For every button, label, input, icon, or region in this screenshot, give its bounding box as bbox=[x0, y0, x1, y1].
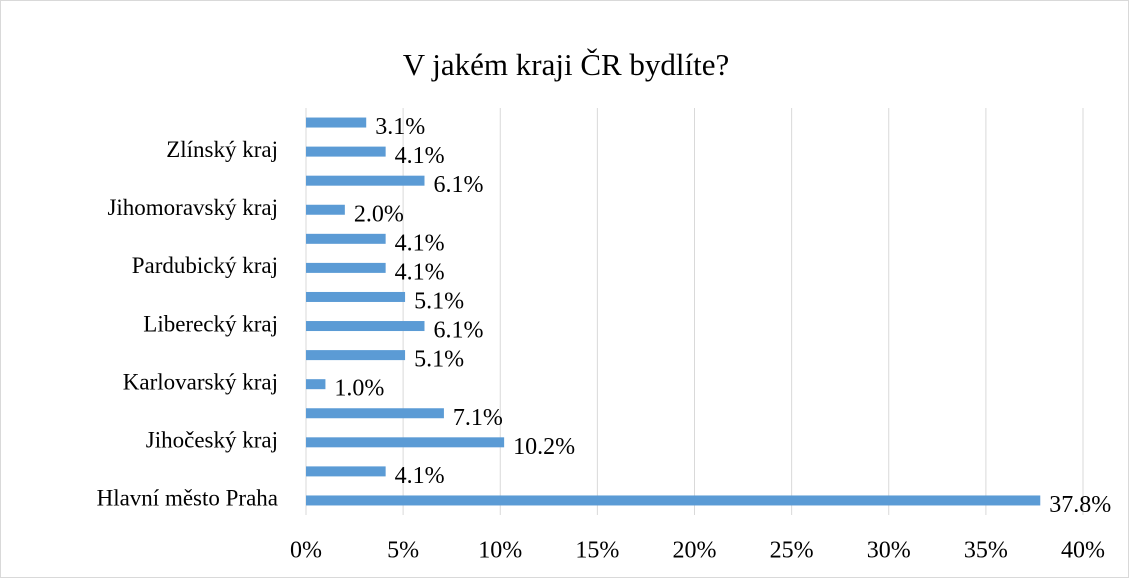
x-tick-label: 40% bbox=[1061, 538, 1105, 564]
bar bbox=[306, 379, 326, 390]
y-tick-label: Zlínský kraj bbox=[166, 137, 278, 162]
bar bbox=[306, 291, 406, 302]
value-label: 2.0% bbox=[354, 201, 404, 227]
bar bbox=[306, 175, 425, 186]
value-label: 4.1% bbox=[395, 259, 445, 285]
value-label: 7.1% bbox=[453, 405, 503, 431]
x-tick-label: 10% bbox=[478, 538, 522, 564]
y-tick-label: Hlavní město Praha bbox=[97, 486, 278, 511]
bar bbox=[306, 495, 1041, 506]
x-tick-label: 5% bbox=[387, 538, 419, 564]
bar bbox=[306, 117, 367, 128]
value-label: 4.1% bbox=[395, 143, 445, 169]
y-tick-label: Jihočeský kraj bbox=[146, 428, 278, 453]
bar bbox=[306, 146, 386, 157]
bar bbox=[306, 466, 386, 477]
y-tick-label: Karlovarský kraj bbox=[123, 369, 278, 394]
bar bbox=[306, 262, 386, 273]
y-tick-label: Jihomoravský kraj bbox=[107, 195, 278, 220]
value-label: 5.1% bbox=[414, 347, 464, 373]
value-label: 10.2% bbox=[513, 434, 575, 460]
bar bbox=[306, 233, 386, 244]
x-tick-label: 25% bbox=[770, 538, 814, 564]
x-tick-label: 20% bbox=[673, 538, 717, 564]
bar bbox=[306, 350, 406, 361]
value-label: 6.1% bbox=[433, 172, 483, 198]
x-tick-label: 15% bbox=[575, 538, 619, 564]
value-label: 6.1% bbox=[433, 318, 483, 344]
bar bbox=[306, 321, 425, 332]
x-tick-label: 30% bbox=[867, 538, 911, 564]
chart-title: V jakém kraji ČR bydlíte? bbox=[403, 47, 730, 82]
value-label: 1.0% bbox=[334, 376, 384, 402]
bar bbox=[306, 204, 345, 215]
value-label: 4.1% bbox=[395, 463, 445, 489]
value-label: 5.1% bbox=[414, 288, 464, 314]
bar bbox=[306, 437, 505, 448]
bar bbox=[306, 408, 444, 419]
value-label: 37.8% bbox=[1049, 492, 1111, 518]
y-tick-label: Liberecký kraj bbox=[143, 311, 278, 336]
x-tick-label: 0% bbox=[290, 538, 322, 564]
value-label: 3.1% bbox=[375, 114, 425, 140]
value-label: 4.1% bbox=[395, 230, 445, 256]
x-tick-label: 35% bbox=[964, 538, 1008, 564]
y-tick-label: Pardubický kraj bbox=[132, 253, 278, 278]
